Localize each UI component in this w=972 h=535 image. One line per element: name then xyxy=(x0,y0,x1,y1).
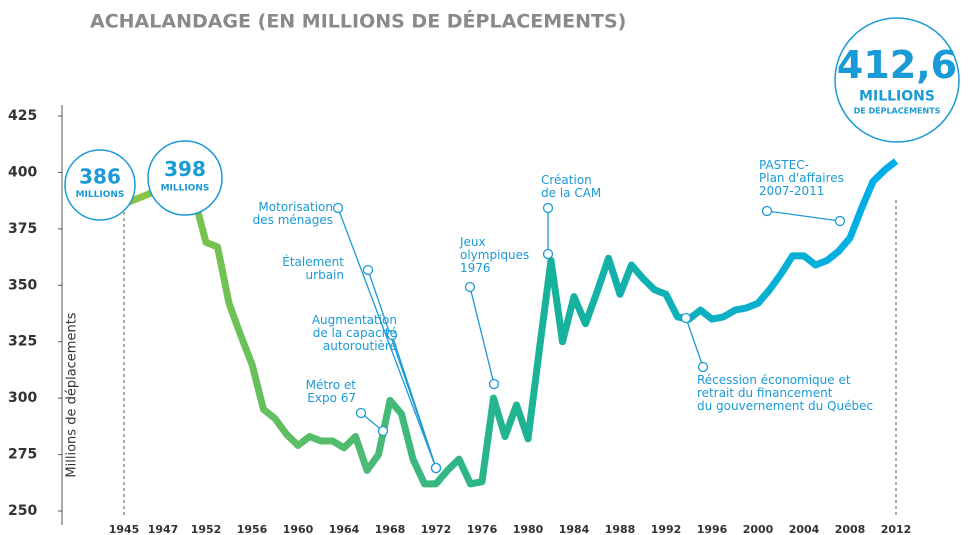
y-tick-label: 300 xyxy=(8,390,37,406)
leader-dot xyxy=(542,248,554,260)
y-tick-label: 425 xyxy=(8,108,37,124)
leader-dot xyxy=(377,425,389,437)
leader-line xyxy=(337,207,437,469)
line xyxy=(122,158,899,488)
annotation-line: urbain xyxy=(306,268,344,282)
bubble-value: 398 xyxy=(164,157,206,181)
leader-dot xyxy=(488,378,500,390)
annotation: Augmentation de la capacité autoroutière xyxy=(312,313,397,353)
annotation-line: Récession économique et xyxy=(697,373,851,387)
x-tick-label: 2004 xyxy=(789,523,820,535)
leader-dot xyxy=(355,407,367,419)
annotation: PASTEC-Plan d'affaires 2007-2011 xyxy=(759,158,844,198)
annotation: Étalement urbain xyxy=(282,254,344,282)
leader-dot xyxy=(761,205,773,217)
x-tick-label: 1945 xyxy=(109,523,140,535)
leader-dot xyxy=(542,202,554,214)
annotation-line: Plan d'affaires xyxy=(759,171,844,185)
x-tick-label: 1992 xyxy=(651,523,682,535)
chart-title: ACHALANDAGE (EN MILLIONS DE DÉPLACEMENTS… xyxy=(90,10,626,33)
bubble-value: 412,6 xyxy=(837,43,957,87)
y-tick-label: 350 xyxy=(8,277,37,293)
annotation-line: Motorisation xyxy=(258,200,333,214)
annotation: Récession économique et retrait du financ… xyxy=(697,373,873,413)
x-tick-label: 1960 xyxy=(283,523,314,535)
y-tick-label: 325 xyxy=(8,334,37,350)
leader-line xyxy=(469,286,495,385)
x-tick-label: 1956 xyxy=(237,523,268,535)
x-tick-label: 1996 xyxy=(697,523,728,535)
bubble-detail: DE DÉPLACEMENTS xyxy=(854,105,941,116)
annotation-line: Création xyxy=(541,173,592,187)
bubble-unit: MILLIONS xyxy=(161,183,210,193)
x-tick-label: 1984 xyxy=(559,523,590,535)
leader-line xyxy=(685,317,704,368)
annotation-line: PASTEC- xyxy=(759,158,809,172)
leader-line xyxy=(766,210,841,222)
x-tick-label: 1952 xyxy=(191,523,222,535)
annotation-line: Expo 67 xyxy=(307,391,356,405)
y-tick-label: 400 xyxy=(8,164,37,180)
annotation-line: du gouvernement du Québec xyxy=(697,399,873,413)
leader-dot xyxy=(332,202,344,214)
leader-dot xyxy=(362,264,374,276)
annotation-line: 2007-2011 xyxy=(759,184,824,198)
bubble xyxy=(64,149,136,221)
bubble-unit: MILLIONS xyxy=(859,89,935,105)
bubble xyxy=(834,17,960,143)
annotation: Création de la CAM xyxy=(541,173,601,200)
leader-dot xyxy=(680,312,692,324)
annotation: Jeux olympiques 1976 xyxy=(459,235,529,275)
x-tick-label: 1964 xyxy=(329,523,360,535)
bubble xyxy=(147,140,223,216)
annotation-line: Augmentation xyxy=(312,313,397,327)
annotation-line: olympiques xyxy=(460,248,529,262)
leader-dot xyxy=(834,215,846,227)
annotation-line: 1976 xyxy=(460,261,491,275)
bubble-unit: MILLIONS xyxy=(76,190,125,200)
leader-line xyxy=(391,334,437,469)
leader-dot xyxy=(464,281,476,293)
leader-dot xyxy=(386,329,398,341)
y-axis-label: Millions de déplacements xyxy=(65,312,80,477)
x-tick-label: 1980 xyxy=(513,523,544,535)
leader-dot xyxy=(697,361,709,373)
x-tick-label: 2012 xyxy=(881,523,912,535)
annotation-line: autoroutière xyxy=(323,339,397,353)
annotation-line: Étalement xyxy=(282,254,344,269)
x-tick-label: 1976 xyxy=(467,523,498,535)
x-tick-label: 1947 xyxy=(148,523,179,535)
annotation-line: retrait du financement xyxy=(697,386,833,400)
annotation-line: des ménages xyxy=(253,213,333,227)
leader-dot xyxy=(430,462,442,474)
x-tick-label: 2008 xyxy=(835,523,866,535)
x-tick-label: 2000 xyxy=(743,523,774,535)
annotation-line: de la capacité xyxy=(313,326,397,340)
x-tick-label: 1968 xyxy=(375,523,406,535)
x-tick-label: 1972 xyxy=(421,523,452,535)
bubble-value: 386 xyxy=(79,165,121,189)
x-tick-label: 1988 xyxy=(605,523,636,535)
annotation-line: Jeux xyxy=(459,235,486,249)
annotation: Métro et Expo 67 xyxy=(306,378,357,405)
y-tick-label: 375 xyxy=(8,221,37,237)
annotation: Motorisation des ménages xyxy=(253,200,333,227)
y-tick-label: 250 xyxy=(8,503,37,519)
annotation-line: Métro et xyxy=(306,378,357,392)
annotation-line: de la CAM xyxy=(541,186,601,200)
y-tick-label: 275 xyxy=(8,447,37,463)
